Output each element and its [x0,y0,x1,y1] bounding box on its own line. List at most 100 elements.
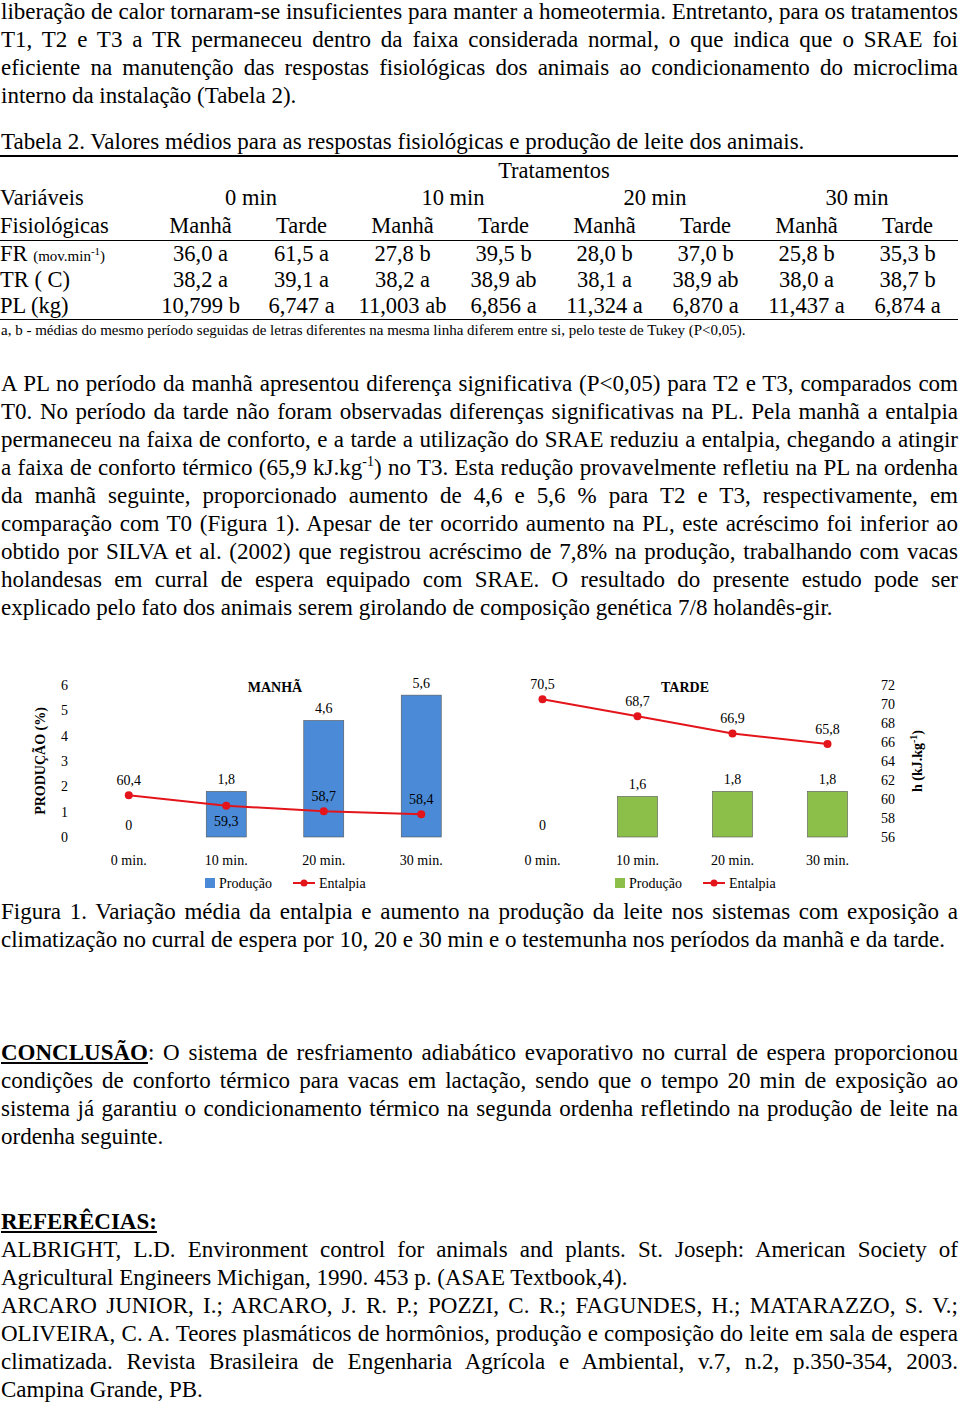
y2-tick-label: 62 [881,773,895,788]
table-cell: 38,2 a [150,267,251,293]
header-cell: Manhã [554,212,655,240]
header-row: Variáveis0 min10 min20 min30 min [0,184,958,212]
table-cell: 11,437 a [756,293,857,320]
x-tick-label: 10 min. [616,853,659,868]
data-row: TR ( C)38,2 a39,1 a38,2 a38,9 ab38,1 a38… [0,267,958,293]
figure: MANHÃ0123456PRODUÇÃO (%)0 min.10 min.20 … [0,660,960,905]
y2-tick-label: 60 [881,792,895,807]
line-label: 59,3 [214,814,239,829]
y-tick-label: 6 [61,678,68,693]
header-row: Tratamentos [0,156,958,184]
header-cell: Tarde [251,212,352,240]
text-run: liberação de calor tornaram-se insuficie… [1,0,958,108]
y-axis-label: PRODUÇÃO (%) [31,707,49,815]
line-label: 65,8 [815,722,840,737]
x-tick-label: 10 min. [205,853,248,868]
header-cell: 30 min [756,184,958,212]
table-cell: 61,5 a [251,240,352,267]
header-row: FisiológicasManhãTardeManhãTardeManhãTar… [0,212,958,240]
text-run: (mov.min [33,248,91,264]
label-part: h (kJ.kg [910,743,926,792]
y2-tick-label: 58 [881,811,895,826]
paragraph: liberação de calor tornaram-se insuficie… [1,0,958,110]
table-cell: 11,003 ab [352,293,453,320]
table-cell: 35,3 b [857,240,958,267]
header-cell: Tarde [453,212,554,240]
table-cell: 11,324 a [554,293,655,320]
data-row: PL (kg)10,799 b6,747 a11,003 ab6,856 a11… [0,293,958,320]
y-tick-label: 4 [61,729,68,744]
x-tick-label: 20 min. [711,853,754,868]
table-cell: 39,5 b [453,240,554,267]
bar [206,791,246,837]
marker [417,810,425,818]
x-tick-label: 30 min. [806,853,849,868]
header-cell: Tarde [857,212,958,240]
section-heading: REFERÊCIAS: [1,1208,157,1236]
table-caption: Tabela 2. Valores médios para as respost… [1,128,958,156]
row-unit: (mov.min-1) [33,248,105,264]
y-tick-label: 1 [61,805,68,820]
table-cell: 38,9 ab [453,267,554,293]
legend-swatch [205,878,215,888]
header-cell: Tratamentos [150,156,958,184]
references: REFERÊCIAS:ALBRIGHT, L.D. Environment co… [1,1208,958,1404]
table-cell: 38,0 a [756,267,857,293]
x-tick-label: 30 min. [400,853,443,868]
reference: ALBRIGHT, L.D. Environment control for a… [1,1236,958,1292]
row-unit: ( C) [34,267,70,292]
bar-label: 0 [125,818,132,833]
y-tick-label: 0 [61,830,68,845]
y2-tick-label: 72 [881,678,895,693]
legend-label: Entalpia [319,876,366,891]
header-cell [0,156,150,184]
line-label: 60,4 [117,773,142,788]
x-tick-label: 0 min. [111,853,147,868]
legend-label: Entalpia [729,876,776,891]
legend-label: Produção [629,876,682,891]
legend: ProduçãoEntalpia [205,876,366,891]
label-part: -1 [908,735,919,743]
bar-label: 0 [539,818,546,833]
data-row: FR (mov.min-1)36,0 a61,5 a27,8 b39,5 b28… [0,240,958,267]
table-cell: 38,2 a [352,267,453,293]
marker [222,802,230,810]
x-tick-label: 20 min. [302,853,345,868]
table-note: a, b - médias do mesmo período seguidas … [1,320,958,340]
table-cell: 10,799 b [150,293,251,320]
table-cell: 38,7 b [857,267,958,293]
plot-area [539,695,848,837]
y-tick-label: 5 [61,703,68,718]
superscript: -1 [91,245,100,257]
line-label: 58,7 [312,789,337,804]
marker [729,729,737,737]
y2-tick-label: 66 [881,735,895,750]
header-cell: Manhã [150,212,251,240]
bar [713,791,753,837]
bar-label: 5,6 [413,676,431,691]
header-cell: Manhã [756,212,857,240]
header-cell: Manhã [352,212,453,240]
table-cell: 6,870 a [655,293,756,320]
header-cell: Variáveis [0,184,150,212]
label-part: ) [910,730,926,735]
data-table: TratamentosVariáveis0 min10 min20 min30 … [0,155,958,320]
legend-swatch [615,878,625,888]
table-cell: 38,1 a [554,267,655,293]
superscript: -1 [362,454,374,469]
row-name: TR [0,267,29,292]
line-label: 70,5 [530,677,555,692]
bar-label: 1,6 [629,777,647,792]
row-label: FR (mov.min-1) [0,240,150,267]
legend-marker [711,880,718,887]
bar-label: 1,8 [819,772,837,787]
header-cell: 10 min [352,184,554,212]
y2-tick-label: 56 [881,830,895,845]
table-cell: 6,856 a [453,293,554,320]
chart-title: TARDE [661,680,709,695]
table-cell: 36,0 a [150,240,251,267]
row-name: FR [0,241,28,266]
table-cell: 27,8 b [352,240,453,267]
row-unit: (kg) [31,293,69,318]
table-cell: 38,9 ab [655,267,756,293]
